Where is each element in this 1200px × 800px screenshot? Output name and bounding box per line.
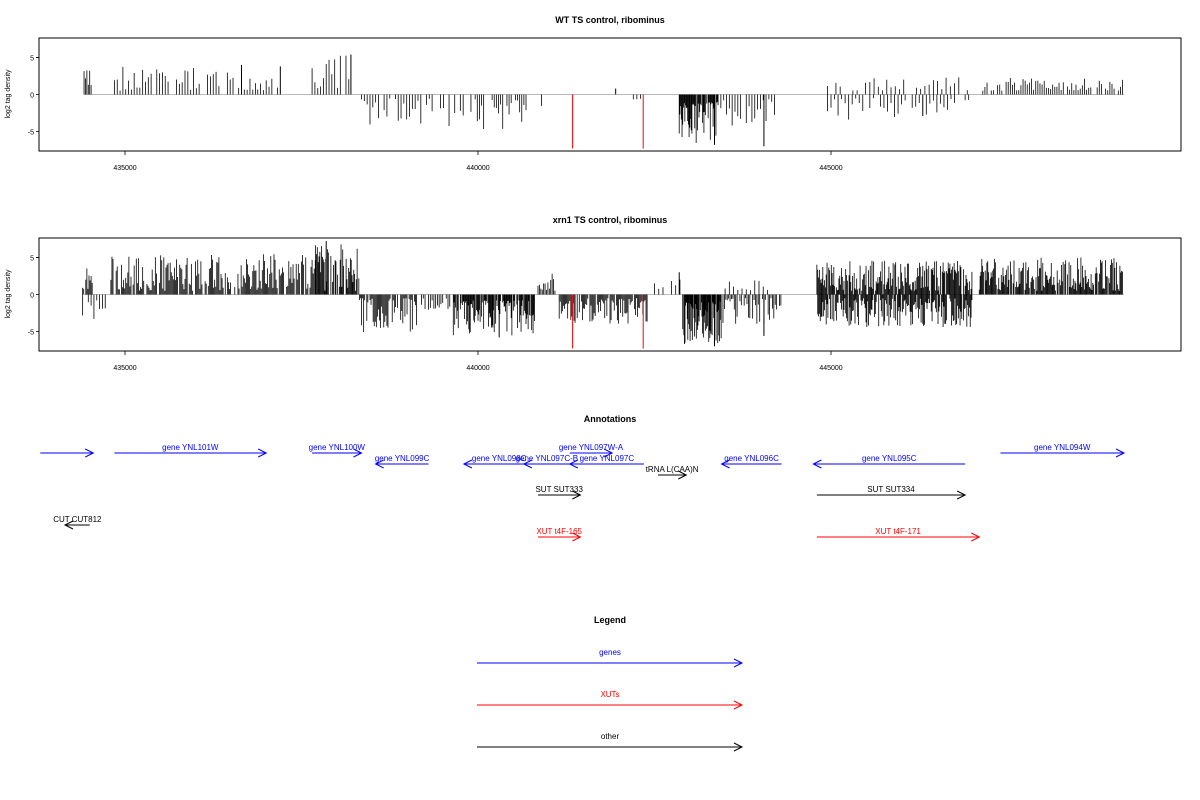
annotation-feature: gene YNL096C — [720, 454, 782, 469]
annotation-feature: gene YNL097W-A — [559, 443, 624, 458]
feature-label: gene YNL100W — [309, 443, 366, 452]
annotation-feature: tRNA L(CAA)N — [646, 465, 699, 480]
xrn1-track-title: xrn1 TS control, ribominus — [553, 215, 668, 225]
feature-arrowhead — [85, 448, 95, 458]
legend-items: genes XUTs other — [477, 648, 744, 752]
annotation-feature — [40, 448, 95, 458]
annotation-feature: gene YNL099C — [374, 454, 430, 469]
feature-arrowhead — [568, 459, 579, 469]
feature-arrowhead — [720, 459, 730, 469]
xrn1-bars — [82, 241, 1124, 349]
feature-arrowhead — [812, 459, 822, 469]
annotations-panel: Annotations gene YNL101W gene YNL100Wgene… — [40, 414, 1126, 542]
feature-arrowhead — [572, 490, 582, 500]
legend-label: genes — [599, 648, 621, 657]
y-tick-label: -5 — [28, 130, 34, 137]
legend-panel: Legend genes XUTs other — [477, 615, 744, 752]
xrn1-track-panel: xrn1 TS control, ribominus log2 tag dens… — [5, 215, 1182, 373]
feature-label: gene YNL097C-B — [516, 454, 579, 463]
feature-arrowhead — [462, 459, 473, 469]
legend-label: XUTs — [600, 690, 619, 699]
annotation-feature: gene YNL094W — [1000, 443, 1126, 458]
feature-label: XUT t4F-171 — [875, 527, 921, 536]
legend-label: other — [601, 732, 620, 741]
annotation-feature: gene YNL097C-B — [516, 454, 579, 469]
feature-arrowhead — [374, 459, 384, 469]
wt-y-axis-label: log2 tag density — [5, 69, 12, 119]
x-tick-label: 440000 — [466, 365, 489, 372]
y-tick-label: 5 — [30, 56, 34, 63]
feature-label: gene YNL097C — [580, 454, 635, 463]
annotation-feature: SUT SUT334 — [816, 485, 967, 500]
x-tick-label: 445000 — [819, 165, 842, 172]
wt-track-panel: WT TS control, ribominus log2 tag densit… — [5, 15, 1182, 173]
legend-arrowhead — [733, 700, 744, 710]
annotation-feature: SUT SUT333 — [535, 485, 583, 500]
feature-label: CUT CUT812 — [53, 515, 102, 524]
annotation-feature: XUT t4F-171 — [816, 527, 981, 542]
feature-label: gene YNL098C — [472, 454, 527, 463]
legend-arrowhead — [733, 658, 744, 668]
feature-arrowhead — [353, 448, 363, 458]
xrn1-axes: -5 0 5 435000 440000 445000 — [28, 256, 843, 373]
feature-arrowhead — [63, 520, 74, 530]
wt-bars — [83, 54, 1124, 149]
y-tick-label: 5 — [30, 256, 34, 263]
feature-label: SUT SUT334 — [867, 485, 915, 494]
feature-label: gene YNL094W — [1034, 443, 1091, 452]
x-tick-label: 435000 — [113, 165, 136, 172]
x-tick-label: 435000 — [113, 365, 136, 372]
annotation-feature: XUT t4F-165 — [536, 527, 583, 542]
feature-label: XUT t4F-165 — [536, 527, 582, 536]
annotation-feature: gene YNL097C — [568, 454, 644, 469]
y-tick-label: -5 — [28, 330, 34, 337]
y-tick-label: 0 — [30, 293, 34, 300]
feature-arrowhead — [522, 459, 533, 469]
annotation-feature: gene YNL100W — [309, 443, 366, 458]
feature-label: gene YNL095C — [862, 454, 917, 463]
feature-arrowhead — [1115, 448, 1126, 458]
annotation-feature: CUT CUT812 — [53, 515, 102, 530]
legend-arrowhead — [733, 742, 744, 752]
legend-item: XUTs — [477, 690, 744, 710]
annotation-feature: gene YNL098C — [462, 454, 535, 469]
feature-arrowhead — [956, 490, 967, 500]
x-tick-label: 440000 — [466, 165, 489, 172]
feature-label: gene YNL096C — [724, 454, 779, 463]
feature-label: gene YNL097W-A — [559, 443, 624, 452]
x-tick-label: 445000 — [819, 365, 842, 372]
annotation-feature: gene YNL095C — [812, 454, 966, 469]
legend-title: Legend — [594, 615, 626, 625]
xrn1-y-axis-label: log2 tag density — [5, 269, 12, 319]
wt-axes: -5 0 5 435000 440000 445000 — [28, 56, 843, 173]
feature-arrowhead — [603, 448, 614, 458]
legend-item: other — [477, 732, 744, 752]
y-tick-label: 0 — [30, 93, 34, 100]
feature-label: gene YNL099C — [375, 454, 430, 463]
feature-arrowhead — [257, 448, 268, 458]
feature-label: gene YNL101W — [162, 443, 219, 452]
annotation-feature: gene YNL101W — [114, 443, 268, 458]
annotation-features: gene YNL101W gene YNL100W gene YNL099C gene… — [40, 443, 1126, 542]
legend-item: genes — [477, 648, 744, 668]
feature-arrowhead — [572, 532, 582, 542]
feature-arrowhead — [678, 470, 688, 480]
feature-label: SUT SUT333 — [535, 485, 583, 494]
feature-arrowhead — [971, 532, 981, 542]
feature-label: tRNA L(CAA)N — [646, 465, 699, 474]
annotations-title: Annotations — [584, 414, 637, 424]
wt-track-title: WT TS control, ribominus — [555, 15, 665, 25]
